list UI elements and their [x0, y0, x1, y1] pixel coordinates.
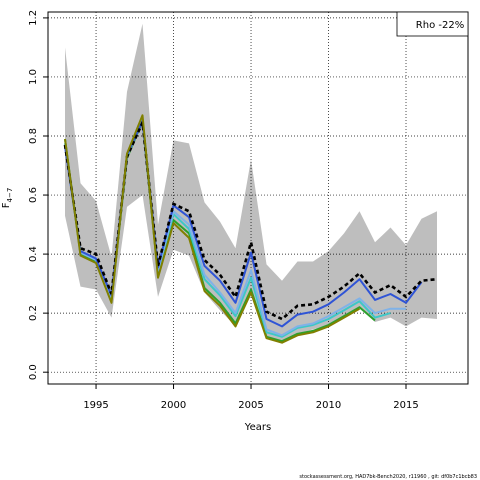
series-line-5 — [64, 114, 360, 344]
y-tick-label: 0.6 — [28, 187, 39, 203]
x-tick-label: 2005 — [238, 400, 263, 411]
legend-box — [396, 11, 469, 37]
axes: 1995 2000 2005 2010 2015 0.0 0.2 0.4 0.6 0.8 1.0 1.… — [28, 10, 419, 411]
y-tick-label: 0.2 — [28, 305, 39, 321]
svg-text:F4−7: F4−7 — [1, 188, 14, 209]
x-tick-label: 2000 — [161, 400, 186, 411]
x-tick-label: 2015 — [393, 400, 418, 411]
x-tick-label: 2010 — [316, 400, 341, 411]
y-axis-title-subscript: 4−7 — [6, 188, 14, 203]
x-axis-title: Years — [244, 422, 271, 433]
series-layer — [63, 114, 438, 344]
y-tick-label: 1.2 — [28, 10, 39, 26]
y-tick-label: 0.4 — [28, 246, 39, 262]
legend-text: Rho -22% — [416, 20, 464, 31]
gridlines — [48, 12, 468, 384]
y-axis-title-main: F — [1, 202, 12, 208]
y-tick-label: 0.0 — [28, 364, 39, 380]
legend: Rho -22% — [396, 11, 469, 37]
plot-frame — [47, 11, 469, 385]
x-tick-label: 1995 — [83, 400, 108, 411]
y-axis-title: F4−7 — [1, 188, 14, 209]
footer-credit: stockassessment.org, HAD7bk-Bench2020, r… — [299, 474, 477, 480]
y-tick-label: 1.0 — [28, 69, 39, 85]
y-tick-label: 0.8 — [28, 128, 39, 144]
